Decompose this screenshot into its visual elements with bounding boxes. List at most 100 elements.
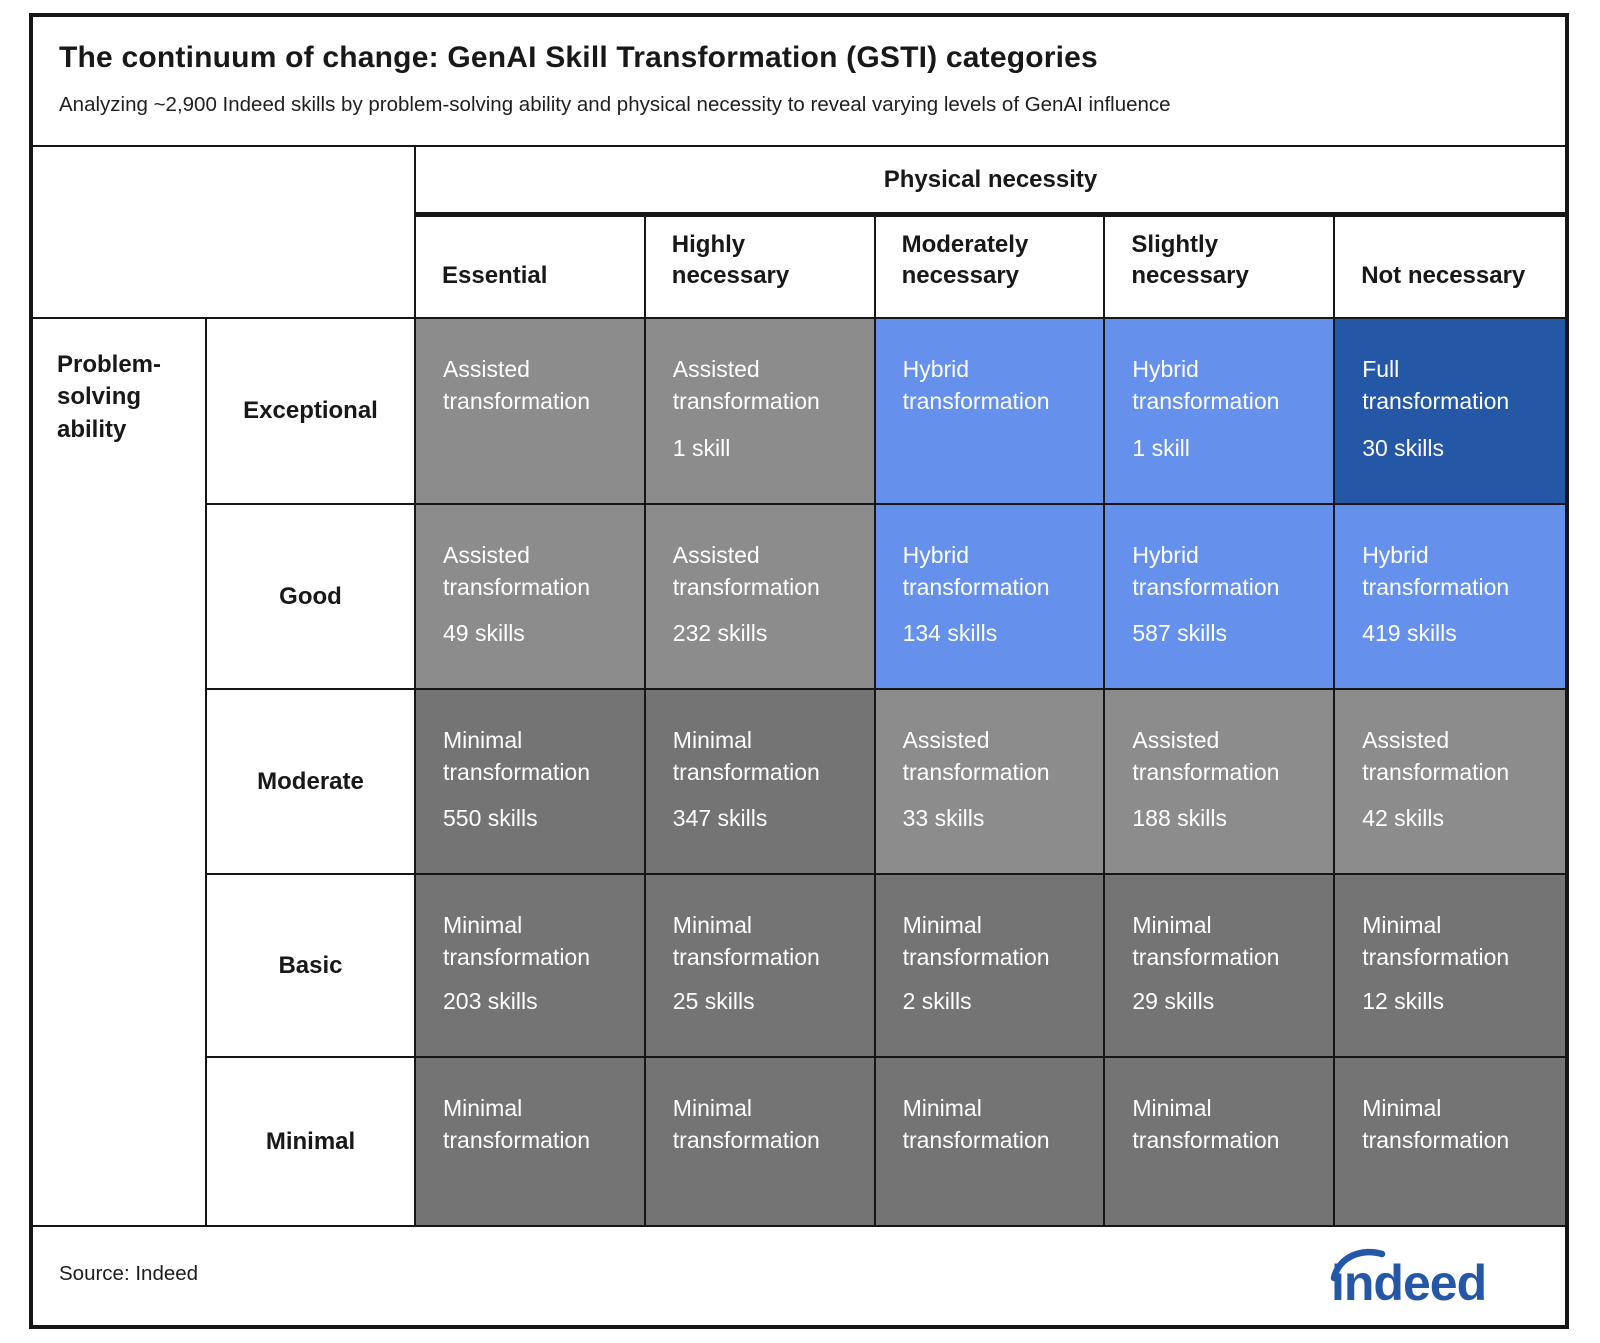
cell-skill-count: 12 skills xyxy=(1362,988,1444,1015)
row-group-header-label: Problem-solving ability xyxy=(57,351,162,443)
column-group-header: Physical necessity xyxy=(416,147,1565,217)
cell-category-label: Minimal transformation xyxy=(1132,1095,1280,1153)
gsti-cell-basic-not: Minimal transformation 12 skills xyxy=(1335,875,1565,1058)
row-label-minimal: Minimal xyxy=(207,1058,416,1225)
column-header-label: Slightly necessary xyxy=(1131,230,1249,289)
cell-skill-count xyxy=(673,1159,854,1187)
cell-category-label: Minimal transformation xyxy=(672,727,820,785)
cell-category-label: Minimal transformation xyxy=(902,912,1050,970)
gsti-cell-exceptional-moderately: Hybrid transformation xyxy=(875,319,1106,505)
gsti-cell-basic-highly: Minimal transformation 25 skills xyxy=(645,875,876,1058)
cell-skill-count: 419 skills xyxy=(1362,620,1457,647)
cell-category-label: Hybrid transformation xyxy=(1132,542,1280,600)
cell-category-label: Assisted transformation xyxy=(672,542,820,600)
figure-frame: The continuum of change: GenAI Skill Tra… xyxy=(29,13,1569,1329)
cell-category-label: Minimal transformation xyxy=(672,912,820,970)
cell-skill-count: 2 skills xyxy=(902,988,972,1015)
gsti-cell-minimal-essential: Minimal transformation xyxy=(416,1058,646,1225)
gsti-cell-basic-moderately: Minimal transformation 2 skills xyxy=(875,875,1106,1058)
cell-skill-count: 550 skills xyxy=(443,805,538,832)
gsti-cell-minimal-not: Minimal transformation xyxy=(1335,1058,1565,1225)
cell-category-label: Minimal transformation xyxy=(443,912,591,970)
cell-category-label: Minimal transformation xyxy=(443,1095,591,1153)
gsti-cell-good-highly: Assisted transformation 232 skills xyxy=(645,505,876,690)
gsti-cell-minimal-highly: Minimal transformation xyxy=(645,1058,876,1225)
gsti-cell-basic-slightly: Minimal transformation 29 skills xyxy=(1105,875,1336,1058)
cell-category-label: Hybrid transformation xyxy=(902,356,1050,414)
row-label-exceptional: Exceptional xyxy=(207,319,416,505)
column-header-not-necessary: Not necessary xyxy=(1335,217,1565,319)
cell-skill-count xyxy=(903,437,1084,465)
cell-category-label: Minimal transformation xyxy=(1362,912,1510,970)
cell-category-label: Hybrid transformation xyxy=(902,542,1050,600)
cell-skill-count: 188 skills xyxy=(1132,805,1227,832)
cell-skill-count: 1 skill xyxy=(672,435,731,462)
gsti-cell-good-slightly: Hybrid transformation 587 skills xyxy=(1105,505,1336,690)
cell-skill-count: 232 skills xyxy=(672,620,768,647)
cell-category-label: Assisted transformation xyxy=(443,542,591,600)
gsti-matrix-table: Physical necessity Essential Highly nece… xyxy=(33,147,1565,1227)
cell-skill-count: 203 skills xyxy=(443,988,538,1015)
cell-skill-count: 134 skills xyxy=(902,620,998,647)
gsti-cell-exceptional-slightly: Hybrid transformation 1 skill xyxy=(1105,319,1336,505)
footer: Source: Indeed indeed xyxy=(33,1227,1565,1325)
cell-category-label: Minimal transformation xyxy=(902,1095,1050,1153)
cell-skill-count xyxy=(443,1159,624,1187)
cell-category-label: Minimal transformation xyxy=(1362,1095,1510,1153)
cell-skill-count: 42 skills xyxy=(1362,805,1444,832)
gsti-cell-good-essential: Assisted transformation 49 skills xyxy=(416,505,646,690)
cell-skill-count: 587 skills xyxy=(1132,620,1227,647)
row-group-header: Problem-solving ability xyxy=(33,319,207,1225)
gsti-cell-basic-essential: Minimal transformation 203 skills xyxy=(416,875,646,1058)
column-header-label: Moderately necessary xyxy=(901,230,1029,289)
empty-corner-cell xyxy=(33,147,416,319)
row-label-basic: Basic xyxy=(207,875,416,1058)
title-block: The continuum of change: GenAI Skill Tra… xyxy=(33,17,1565,147)
cell-category-label: Hybrid transformation xyxy=(1132,356,1280,414)
cell-skill-count xyxy=(1362,1159,1545,1187)
row-label-good: Good xyxy=(207,505,416,690)
gsti-cell-exceptional-essential: Assisted transformation xyxy=(416,319,646,505)
column-header-moderately-necessary: Moderately necessary xyxy=(875,217,1106,319)
gsti-cell-moderate-slightly: Assisted transformation 188 skills xyxy=(1105,690,1336,875)
gsti-cell-exceptional-highly: Assisted transformation 1 skill xyxy=(645,319,876,505)
cell-skill-count: 33 skills xyxy=(902,805,985,832)
cell-skill-count: 49 skills xyxy=(443,620,525,647)
cell-category-label: Assisted transformation xyxy=(902,727,1050,785)
page-title: The continuum of change: GenAI Skill Tra… xyxy=(59,41,1098,74)
gsti-cell-moderate-moderately: Assisted transformation 33 skills xyxy=(875,690,1106,875)
indeed-logo-arc xyxy=(1330,1248,1386,1282)
cell-category-label: Minimal transformation xyxy=(672,1095,820,1153)
gsti-cell-exceptional-not: Full transformation 30 skills xyxy=(1335,319,1565,505)
source-label: Source: Indeed xyxy=(59,1262,199,1285)
gsti-cell-moderate-highly: Minimal transformation 347 skills xyxy=(645,690,876,875)
cell-skill-count: 29 skills xyxy=(1132,988,1215,1015)
gsti-cell-minimal-slightly: Minimal transformation xyxy=(1105,1058,1336,1225)
cell-category-label: Minimal transformation xyxy=(1132,912,1280,970)
gsti-cell-good-not: Hybrid transformation 419 skills xyxy=(1335,505,1565,690)
row-label-moderate: Moderate xyxy=(207,690,416,875)
column-header-label: Highly necessary xyxy=(671,230,790,289)
gsti-cell-minimal-moderately: Minimal transformation xyxy=(875,1058,1106,1225)
cell-category-label: Assisted transformation xyxy=(1132,727,1280,785)
cell-category-label: Assisted transformation xyxy=(1362,727,1510,785)
gsti-cell-moderate-essential: Minimal transformation 550 skills xyxy=(416,690,646,875)
indeed-logo-graphic: indeed xyxy=(1330,1248,1487,1308)
indeed-logo: indeed xyxy=(1327,1244,1535,1308)
cell-category-label: Assisted transformation xyxy=(443,356,591,414)
cell-skill-count: 347 skills xyxy=(672,805,768,832)
cell-skill-count: 30 skills xyxy=(1362,435,1444,462)
column-header-label: Essential xyxy=(442,261,548,289)
page-subtitle: Analyzing ~2,900 Indeed skills by proble… xyxy=(59,93,1171,116)
indeed-logo-text: indeed xyxy=(1331,1255,1486,1308)
cell-skill-count: 25 skills xyxy=(672,988,755,1015)
cell-skill-count: 1 skill xyxy=(1132,435,1190,462)
gsti-cell-good-moderately: Hybrid transformation 134 skills xyxy=(875,505,1106,690)
column-header-slightly-necessary: Slightly necessary xyxy=(1105,217,1336,319)
cell-category-label: Hybrid transformation xyxy=(1362,542,1510,600)
gsti-cell-moderate-not: Assisted transformation 42 skills xyxy=(1335,690,1565,875)
cell-category-label: Assisted transformation xyxy=(672,356,820,414)
column-header-label: Not necessary xyxy=(1361,261,1526,289)
cell-category-label: Full transformation xyxy=(1362,356,1510,414)
column-header-essential: Essential xyxy=(416,217,646,319)
